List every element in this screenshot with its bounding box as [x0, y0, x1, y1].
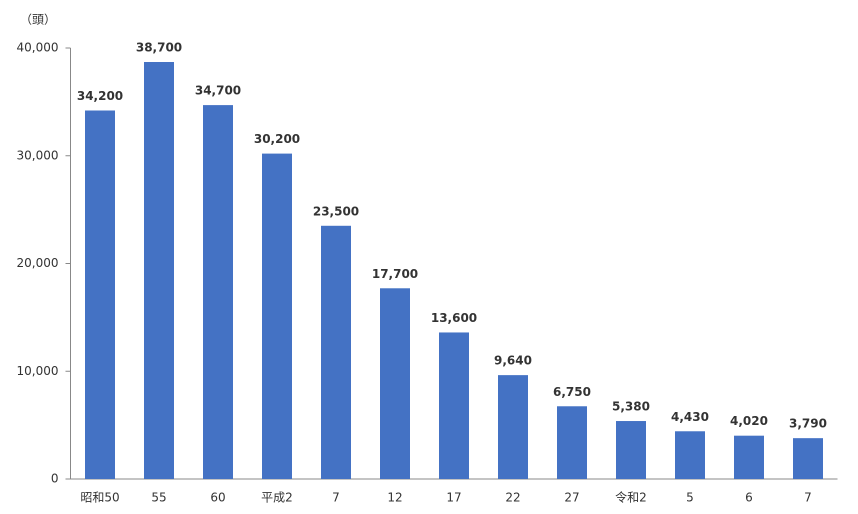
bar	[616, 421, 646, 479]
y-tick-label: 30,000	[17, 148, 59, 162]
x-tick-label: 平成2	[261, 491, 293, 505]
data-label: 4,020	[730, 414, 768, 428]
x-tick-label: 7	[804, 491, 812, 505]
bar	[85, 110, 115, 480]
x-tick-label: 7	[332, 491, 340, 505]
bar	[203, 105, 233, 480]
bar	[262, 153, 292, 479]
x-tick-label: 6	[745, 491, 753, 505]
x-tick-label: 17	[446, 491, 461, 505]
bar	[321, 225, 351, 479]
x-tick-label: 12	[387, 491, 402, 505]
bar	[439, 332, 469, 479]
data-label: 30,200	[254, 132, 300, 146]
y-axis-unit: （頭）	[20, 13, 56, 27]
data-label: 3,790	[789, 417, 827, 431]
x-tick-label: 27	[564, 491, 579, 505]
data-label: 9,640	[494, 354, 532, 368]
data-label: 38,700	[136, 41, 182, 55]
data-label: 5,380	[612, 400, 650, 414]
y-tick-label: 40,000	[17, 41, 59, 55]
y-tick-label: 10,000	[17, 364, 59, 378]
bar	[734, 435, 764, 479]
bar	[793, 438, 823, 479]
bar	[144, 62, 174, 479]
data-label: 13,600	[431, 311, 477, 325]
y-tick-label: 0	[51, 472, 59, 486]
data-label: 6,750	[553, 385, 591, 399]
data-label: 34,200	[77, 89, 123, 103]
data-label: 4,430	[671, 410, 709, 424]
bar	[675, 431, 705, 479]
x-tick-label: 5	[686, 491, 694, 505]
data-label: 17,700	[372, 267, 418, 281]
x-tick-label: 55	[151, 491, 166, 505]
bar	[557, 406, 587, 479]
x-tick-label: 22	[505, 491, 520, 505]
data-label: 23,500	[313, 204, 359, 218]
bar	[498, 375, 528, 479]
x-tick-label: 60	[210, 491, 225, 505]
y-tick-label: 20,000	[17, 256, 59, 270]
bar	[380, 288, 410, 479]
data-label: 34,700	[195, 84, 241, 98]
x-tick-label: 昭和50	[80, 491, 119, 505]
x-tick-label: 令和2	[615, 490, 647, 505]
